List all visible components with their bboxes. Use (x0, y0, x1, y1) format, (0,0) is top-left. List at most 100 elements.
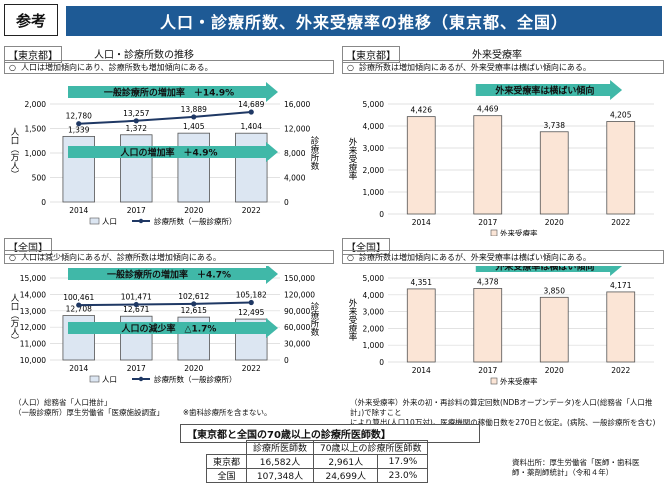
legend-label: 診療所数（一般診療所） (154, 216, 237, 226)
circle-icon: ○ (9, 62, 16, 72)
x-tick-label: 2017 (127, 206, 146, 215)
bar-data-label: 4,378 (477, 277, 499, 286)
y-tick-label: 1,000 (363, 341, 385, 350)
line-point (248, 299, 254, 306)
bar-data-label: 4,351 (411, 278, 433, 287)
y-tick-label: 3,000 (363, 144, 385, 153)
legend-label: 人口 (102, 217, 117, 226)
y-tick-label: 10,000 (20, 356, 46, 365)
outpatient-flat-arrow-label: 外来受療率は横ばい傾向 (494, 266, 594, 273)
legend-label: 外来受療率 (500, 228, 538, 236)
y-tick-label: 12,000 (20, 323, 46, 332)
bar (406, 288, 436, 363)
bar-data-label: 4,469 (477, 105, 499, 114)
table-header-cell (207, 441, 247, 455)
clinic-increase-arrow-label: 一般診療所の増加率 ＋14.9% (104, 87, 234, 99)
line-data-label: 12,780 (66, 112, 92, 121)
table-cell: 17.9% (377, 454, 429, 469)
bar (606, 291, 636, 363)
y2-tick-label: 4,000 (284, 174, 306, 183)
bar (235, 132, 268, 203)
bar-data-label: 12,671 (123, 305, 149, 314)
line-point (248, 109, 254, 115)
line-point (76, 121, 82, 127)
legend-bar-swatch (490, 377, 498, 385)
x-tick-label: 2014 (412, 366, 431, 375)
x-tick-label: 2017 (127, 364, 146, 373)
line-data-label: 13,257 (123, 109, 149, 118)
footnote-left: （人口）総務省「人口推計」 （一般診療所）厚生労働省「医療施設調査」 ※歯科診療… (14, 398, 334, 418)
y2-tick-label: 16,000 (284, 100, 310, 109)
note-box: ○ 人口は減少傾向にあるが、診療所数は増加傾向にある。 (4, 250, 334, 264)
circle-icon: ○ (347, 252, 354, 262)
legend-line-marker (138, 218, 144, 224)
table-cell: 23.0% (377, 468, 429, 483)
region-label: 【東京都】 (4, 46, 62, 63)
table-cell: 全国 (205, 468, 248, 483)
chart-title: 外来受療率 (472, 50, 522, 61)
note-text: 人口は増加傾向にあり、診療所数も増加傾向にある。 (20, 62, 213, 72)
x-tick-label: 2020 (545, 218, 564, 227)
y-axis-label: 人口（万人） (9, 128, 19, 179)
population-change-arrow (68, 318, 278, 338)
table-cell: 16,582人 (246, 454, 315, 469)
y-tick-label: 3,000 (363, 308, 385, 317)
japan-population-panel: 【全国】 ○ 人口は減少傾向にあるが、診療所数は増加傾向にある。 10,000 11… (4, 238, 334, 394)
table-header-cell: 診療所医師数 (246, 440, 315, 455)
y2-tick-label: 90,000 (284, 307, 310, 316)
reference-tag: 参考 (4, 4, 58, 36)
chart-title: 人口・診療所数の推移 (94, 50, 194, 61)
legend-bar-swatch (490, 229, 498, 236)
y-axis-label: 外来受療率 (347, 137, 357, 181)
y-tick-label: 1,000 (25, 149, 47, 158)
japan-outpatient-panel: 【全国】 ○ 診療所数は増加傾向にあるが、外来受療率は横ばい傾向にある。 0 1,0… (342, 238, 664, 394)
x-tick-label: 2022 (242, 364, 261, 373)
bar (539, 296, 569, 363)
y2-tick-label: 120,000 (284, 290, 315, 299)
bar (539, 131, 569, 215)
table-row: 全国 107,348人 24,699人 23.0% (205, 468, 429, 483)
bar-data-label: 3,850 (544, 286, 566, 295)
doctor-table: 診療所医師数 70歳以上の診療所医師数 東京都 16,582人 2,961人 1… (205, 440, 429, 483)
y-tick-label: 1,000 (363, 188, 385, 197)
bar (473, 115, 503, 215)
table-cell: 2,961人 (313, 454, 379, 469)
bar (177, 132, 210, 203)
bar-data-label: 1,405 (183, 122, 205, 131)
y-tick-label: 0 (41, 198, 46, 207)
line-data-label: 13,889 (181, 105, 207, 114)
bar-data-label: 12,615 (181, 306, 207, 315)
bar-data-label: 1,404 (241, 122, 263, 131)
clinic-increase-arrow (68, 266, 278, 284)
y-tick-label: 4,000 (363, 291, 385, 300)
line-point (191, 114, 197, 120)
circle-icon: ○ (9, 252, 16, 262)
bar-data-label: 4,171 (610, 281, 632, 290)
y-tick-label: 5,000 (363, 100, 385, 109)
bar-data-label: 12,708 (66, 305, 92, 314)
note-text: 診療所数は増加傾向にあるが、外来受療率は横ばい傾向にある。 (358, 252, 591, 262)
y-tick-label: 14,000 (20, 290, 46, 299)
bar (120, 134, 153, 203)
circle-icon: ○ (347, 62, 354, 72)
source-line: 師・薬剤師統計」（令和４年） (512, 468, 614, 477)
line-data-label: 101,471 (121, 293, 152, 302)
legend-bar-swatch (89, 375, 100, 383)
y-tick-label: 0 (379, 210, 384, 219)
region-label: 【全国】 (342, 238, 390, 255)
clinic-increase-arrow (68, 82, 278, 102)
x-tick-label: 2022 (242, 206, 261, 215)
legend-line-marker (138, 376, 144, 382)
x-tick-label: 2020 (184, 364, 203, 373)
line-data-label: 105,182 (236, 291, 267, 300)
footnote-line: （人口）総務省「人口推計」 (14, 398, 112, 407)
y2-tick-label: 8,000 (284, 149, 306, 158)
y-tick-label: 4,000 (363, 122, 385, 131)
bar-data-label: 4,205 (610, 110, 632, 119)
note-box: ○ 診療所数は増加傾向にあるが、外来受療率は横ばい傾向にある。 (342, 250, 664, 264)
region-label: 【東京都】 (342, 46, 400, 63)
x-tick-label: 2017 (478, 218, 497, 227)
legend-label: 診療所数（一般診療所） (154, 374, 237, 384)
note-text: 人口は減少傾向にあるが、診療所数は増加傾向にある。 (20, 252, 221, 262)
table-cell: 東京都 (205, 454, 248, 469)
